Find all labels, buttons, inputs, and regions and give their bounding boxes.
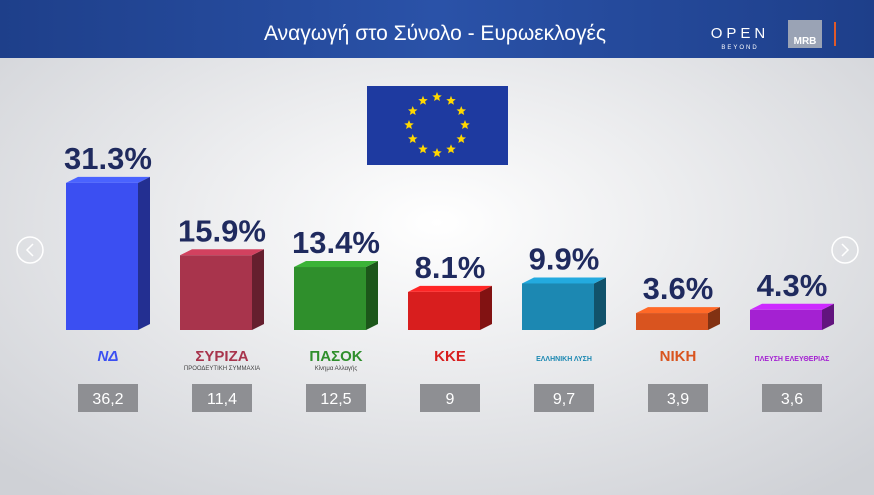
value-label: 13.4%: [292, 225, 380, 260]
header-title: Αναγωγή στο Σύνολο - Ευρωεκλογές: [264, 22, 606, 45]
bar: [636, 313, 708, 330]
previous-value: 11,4: [207, 391, 237, 408]
eu-flag: [367, 86, 508, 165]
party-name: ΠΛΕΥΣΗ ΕΛΕΥΘΕΡΙΑΣ: [755, 356, 830, 363]
header-bar: [0, 0, 874, 58]
party-name: ΚΚΕ: [434, 348, 466, 365]
bar-side: [366, 261, 378, 330]
bar-side: [594, 277, 606, 330]
value-label: 8.1%: [415, 250, 486, 285]
nav-next-icon: [841, 243, 850, 257]
bar-top: [750, 303, 834, 310]
bar: [294, 267, 366, 330]
previous-box: [192, 384, 252, 412]
star: [446, 95, 456, 105]
bar-top: [294, 261, 378, 268]
star: [446, 144, 456, 154]
value-label: 3.6%: [643, 271, 714, 306]
previous-box: [648, 384, 708, 412]
value-label: 31.3%: [64, 141, 152, 176]
star: [408, 134, 418, 144]
previous-box: [534, 384, 594, 412]
previous-box: [762, 384, 822, 412]
brand-sub: BEYOND: [721, 45, 758, 51]
bar: [66, 182, 138, 330]
bar: [180, 255, 252, 330]
bar: [408, 291, 480, 330]
party-name: ΣΥΡΙΖΑ: [195, 348, 248, 365]
party-name: ΝΙΚΗ: [660, 348, 697, 365]
party-name: ΝΔ: [98, 348, 119, 365]
value-label: 4.3%: [757, 268, 828, 303]
star: [432, 92, 442, 102]
bar-top: [522, 277, 606, 284]
bar-top: [180, 249, 264, 256]
bar-side: [252, 249, 264, 330]
bar-top: [636, 307, 720, 314]
star: [418, 144, 428, 154]
star: [404, 120, 414, 130]
bar-side: [822, 303, 834, 330]
bar-side: [480, 285, 492, 330]
previous-box: [306, 384, 366, 412]
star: [432, 148, 442, 158]
previous-value: 9,7: [553, 391, 575, 408]
divider: [834, 22, 836, 46]
star: [456, 134, 466, 144]
previous-value: 9: [446, 391, 455, 408]
partner-box: [788, 20, 822, 48]
party-name: ΕΛΛΗΝΙΚΗ ΛΥΣΗ: [536, 356, 592, 363]
bar-top: [408, 285, 492, 292]
star: [418, 95, 428, 105]
previous-value: 3,6: [781, 391, 803, 408]
bar-top: [66, 176, 150, 183]
partner: MRB: [794, 36, 817, 47]
previous-box: [420, 384, 480, 412]
value-label: 15.9%: [178, 213, 266, 248]
nav-prev[interactable]: [16, 236, 44, 264]
previous-value: 3,9: [667, 391, 689, 408]
bar-side: [138, 176, 150, 330]
party-name: ΠΑΣΟΚ: [309, 348, 362, 365]
nav-prev-icon: [25, 243, 34, 257]
party-subtitle: Κίνημα Αλλαγής: [315, 365, 358, 372]
brand: OPEN: [711, 25, 770, 42]
value-label: 9.9%: [529, 241, 600, 276]
party-subtitle: ΠΡΟΟΔΕΥΤΙΚΗ ΣΥΜΜΑΧΙΑ: [184, 366, 260, 372]
previous-box: [78, 384, 138, 412]
bar: [750, 309, 822, 330]
previous-value: 12,5: [320, 391, 351, 408]
star: [456, 106, 466, 116]
star: [408, 106, 418, 116]
previous-value: 36,2: [92, 391, 123, 408]
star: [460, 120, 470, 130]
bar: [522, 283, 594, 330]
nav-next[interactable]: [831, 236, 859, 264]
bar-side: [708, 307, 720, 330]
